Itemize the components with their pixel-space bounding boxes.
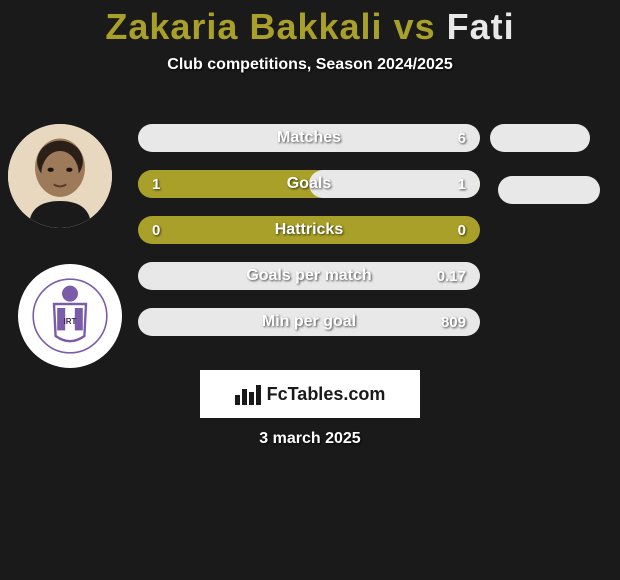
- comparison-title: Zakaria Bakkali vs Fati: [0, 0, 620, 48]
- side-pill: [498, 176, 600, 204]
- stat-label: Hattricks: [138, 221, 480, 239]
- stat-row: Min per goal809: [138, 308, 480, 336]
- player2-crest: IRT: [18, 264, 122, 368]
- stat-value-right: 1: [436, 176, 466, 193]
- stat-value-right: 6: [436, 130, 466, 147]
- stat-value-right: 0.17: [436, 268, 466, 285]
- player1-avatar: [8, 124, 112, 228]
- side-pill: [490, 124, 590, 152]
- subtitle: Club competitions, Season 2024/2025: [0, 56, 620, 74]
- stat-label: Goals per match: [138, 267, 480, 285]
- logo-text: FcTables.com: [267, 384, 386, 405]
- player2-name: Fati: [447, 6, 515, 47]
- stat-label: Goals: [138, 175, 480, 193]
- stats-container: Matches6 1Goals1 0Hattricks0 Goals per matc…: [138, 124, 480, 354]
- stat-row: Goals per match0.17: [138, 262, 480, 290]
- stat-row: 0Hattricks0: [138, 216, 480, 244]
- fctables-logo: FcTables.com: [200, 370, 420, 418]
- stat-label: Min per goal: [138, 313, 480, 331]
- stat-value-right: 0: [436, 222, 466, 239]
- player1-name: Zakaria Bakkali: [105, 6, 382, 47]
- bars-icon: [235, 383, 261, 405]
- svg-text:IRT: IRT: [64, 317, 77, 326]
- stat-row: Matches6: [138, 124, 480, 152]
- stat-row: 1Goals1: [138, 170, 480, 198]
- stat-value-right: 809: [436, 314, 466, 331]
- date-text: 3 march 2025: [0, 430, 620, 448]
- vs-text: vs: [394, 6, 436, 47]
- stat-label: Matches: [138, 129, 480, 147]
